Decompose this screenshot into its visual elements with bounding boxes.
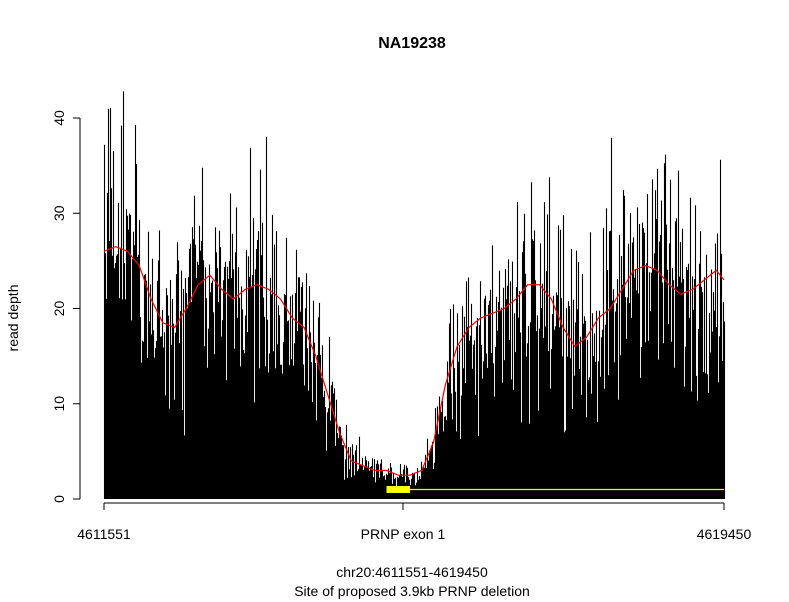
y-tick-label: 10 [51, 396, 67, 412]
x-axis-sublabel: Site of proposed 3.9kb PRNP deletion [294, 583, 530, 599]
depth-bar [103, 91, 726, 499]
y-axis-label: read depth [5, 285, 21, 352]
smoothed-depth-line [103, 245, 725, 476]
x-axis-label: chr20:4611551-4619450 [336, 564, 488, 580]
y-tick-label: 40 [51, 110, 67, 126]
exon-marker [386, 485, 411, 493]
y-tick-label: 0 [51, 495, 67, 503]
y-tick-label: 30 [51, 205, 67, 221]
x-axis: 4611551 PRNP exon 1 4619450 [77, 502, 752, 542]
x-tick-label: 4611551 [77, 526, 131, 542]
x-tick-label: PRNP exon 1 [361, 526, 446, 542]
chart-title: NA19238 [378, 35, 446, 52]
depth-bars [103, 91, 726, 499]
y-axis: 0 10 20 30 40 [51, 110, 81, 503]
exon-marker-group [386, 485, 724, 493]
x-tick-label: 4619450 [697, 526, 752, 542]
y-tick-label: 20 [51, 301, 67, 317]
